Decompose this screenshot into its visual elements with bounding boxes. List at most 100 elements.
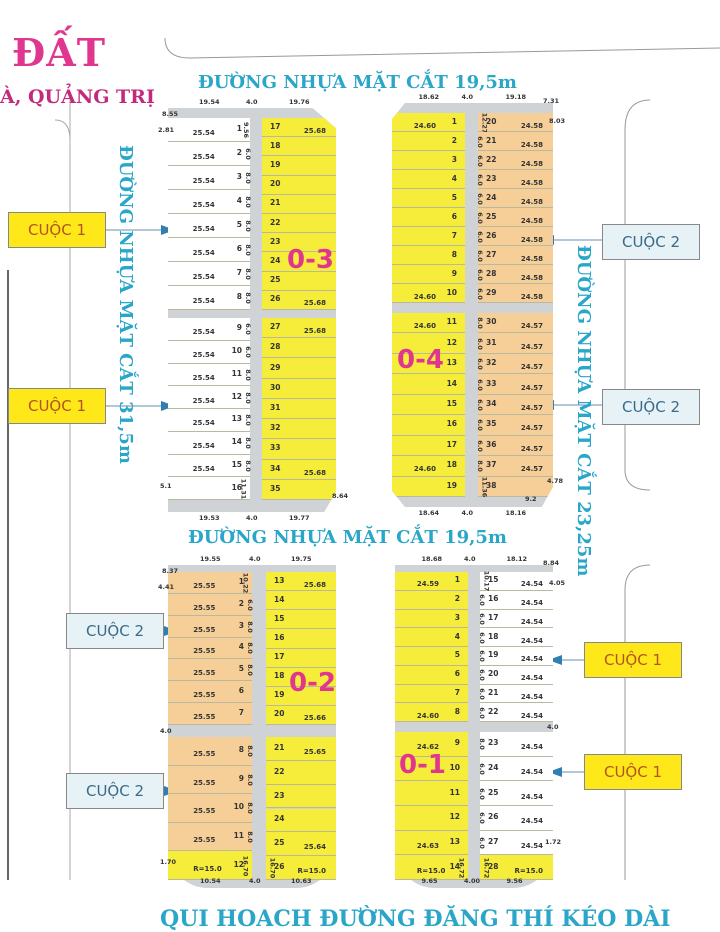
lot[interactable]: 4: [395, 628, 468, 647]
lot[interactable]: 4 25.55 8.0: [168, 637, 254, 660]
lot[interactable]: 1 24.60: [392, 113, 465, 132]
lot[interactable]: 2: [392, 132, 465, 151]
lot[interactable]: 19 24.54 6.0: [478, 647, 553, 666]
lot[interactable]: 6: [392, 208, 465, 227]
lot[interactable]: 11 25.55 8.0: [168, 822, 254, 852]
lot[interactable]: 35: [262, 479, 336, 500]
lot[interactable]: 23 24.54 8.0: [478, 732, 553, 757]
lot[interactable]: 12: [395, 806, 468, 831]
lot[interactable]: 8 25.54 8.0: [168, 286, 252, 310]
lot[interactable]: 20 24.58 12.27: [478, 112, 553, 133]
lot[interactable]: 22 24.54 6.0: [478, 703, 553, 722]
lot[interactable]: 16: [266, 629, 336, 649]
lot[interactable]: 28 R=15.0 16.72: [480, 855, 553, 880]
lot[interactable]: 8: [392, 246, 465, 265]
lot[interactable]: 29: [262, 358, 336, 379]
lot[interactable]: 21: [262, 194, 336, 214]
lot[interactable]: 3 25.54 8.0: [168, 166, 252, 190]
lot[interactable]: 18: [266, 667, 336, 687]
lot[interactable]: 32: [262, 419, 336, 440]
lot[interactable]: 23 24.58 6.0: [476, 170, 553, 189]
lot[interactable]: 11 25.54 8.0: [168, 363, 252, 387]
lot[interactable]: 14 25.54 8.0: [168, 431, 252, 455]
callout-cuộc-2[interactable]: CUỘC 2: [66, 613, 164, 649]
lot[interactable]: 13 25.68: [266, 572, 336, 592]
lot[interactable]: 15 25.54 8.0: [168, 454, 252, 478]
lot[interactable]: 6 25.54 8.0: [168, 238, 252, 262]
lot[interactable]: 12 R=15.0 16.70: [168, 851, 252, 880]
lot[interactable]: 13 25.54 8.0: [168, 409, 252, 432]
lot[interactable]: 6 25.55: [168, 681, 252, 704]
lot[interactable]: 17: [266, 648, 336, 668]
lot[interactable]: 27 24.58 6.0: [476, 246, 553, 265]
lot[interactable]: 14: [392, 374, 465, 395]
lot[interactable]: 31 24.57 6.0: [476, 333, 553, 354]
lot[interactable]: 2: [395, 590, 468, 610]
lot[interactable]: 7 25.55: [168, 703, 252, 725]
lot[interactable]: 11 24.60: [392, 313, 465, 334]
callout-cuộc-2[interactable]: CUỘC 2: [602, 389, 700, 425]
lot[interactable]: 26 24.58 6.0: [476, 227, 553, 246]
lot[interactable]: 23: [262, 233, 336, 253]
callout-cuộc-1[interactable]: CUỘC 1: [584, 642, 682, 678]
lot[interactable]: 1 25.54 9.56: [168, 118, 250, 142]
lot[interactable]: 6: [395, 665, 468, 685]
callout-cuộc-2[interactable]: CUỘC 2: [66, 773, 164, 809]
lot[interactable]: 37 24.57 8.0: [476, 456, 553, 477]
lot[interactable]: 15 24.54 10.17: [480, 571, 553, 592]
lot[interactable]: 4: [392, 170, 465, 189]
lot[interactable]: 32 24.57 6.0: [476, 353, 553, 375]
lot[interactable]: 22: [266, 760, 336, 785]
lot[interactable]: 24 24.54 6.0: [478, 756, 553, 782]
lot[interactable]: 15: [392, 394, 465, 416]
callout-cuộc-1[interactable]: CUỘC 1: [8, 212, 106, 248]
lot[interactable]: 10 25.55 8.0: [168, 794, 254, 823]
lot[interactable]: 25: [262, 271, 336, 291]
lot[interactable]: 9 25.55 8.0: [168, 765, 254, 795]
lot[interactable]: 16: [392, 415, 465, 436]
lot[interactable]: 24: [266, 808, 336, 833]
lot[interactable]: 29 24.58 6.0: [476, 284, 553, 303]
lot[interactable]: 24: [262, 252, 336, 272]
lot[interactable]: 22: [262, 214, 336, 234]
lot[interactable]: 17 25.68: [262, 118, 336, 138]
lot[interactable]: 10: [395, 756, 468, 782]
callout-cuộc-2[interactable]: CUỘC 2: [602, 224, 700, 260]
lot[interactable]: 19: [266, 686, 336, 706]
lot[interactable]: 11: [395, 781, 468, 806]
lot[interactable]: 21 24.58 6.0: [476, 132, 553, 151]
lot[interactable]: 20 24.54 6.0: [478, 665, 553, 685]
lot[interactable]: 14: [266, 591, 336, 611]
lot[interactable]: 38 11.36: [478, 476, 553, 497]
lot[interactable]: 14 R=15.0 16.72: [395, 855, 468, 880]
lot[interactable]: 8 24.60: [395, 703, 468, 722]
lot[interactable]: 36 24.57 6.0: [476, 435, 553, 457]
lot[interactable]: 13: [392, 353, 465, 375]
lot[interactable]: 34 25.68: [262, 459, 336, 480]
lot[interactable]: 17 24.54 6.0: [478, 609, 553, 629]
lot[interactable]: 20 25.66: [266, 705, 336, 725]
lot[interactable]: 18 24.60: [392, 456, 465, 477]
lot[interactable]: 27 25.68: [262, 318, 336, 339]
lot[interactable]: 28 24.58 6.0: [476, 265, 553, 284]
callout-cuộc-1[interactable]: CUỘC 1: [8, 388, 106, 424]
lot[interactable]: 16 24.54 6.0: [478, 590, 553, 610]
lot[interactable]: 18: [262, 137, 336, 157]
lot[interactable]: 7: [395, 684, 468, 704]
lot[interactable]: 2 25.55 6.0: [168, 593, 254, 616]
lot[interactable]: 17: [392, 435, 465, 457]
lot[interactable]: 28: [262, 338, 336, 359]
lot[interactable]: 30 24.57 8.0: [476, 313, 553, 334]
lot[interactable]: 25 25.64: [266, 832, 336, 857]
lot[interactable]: 9 24.62: [395, 732, 468, 757]
lot[interactable]: 23: [266, 784, 336, 809]
lot[interactable]: 8 25.55 8.0: [168, 737, 254, 766]
lot[interactable]: 1 25.55 10.22: [168, 572, 252, 594]
lot[interactable]: 5 25.54 8.0: [168, 214, 252, 238]
lot[interactable]: 7 25.54 8.0: [168, 262, 252, 286]
lot[interactable]: 5: [392, 189, 465, 208]
lot[interactable]: 35 24.57 6.0: [476, 415, 553, 436]
lot[interactable]: 5: [395, 647, 468, 666]
lot[interactable]: 26 25.68: [262, 290, 336, 310]
lot[interactable]: 9 25.54 6.0: [168, 318, 252, 341]
